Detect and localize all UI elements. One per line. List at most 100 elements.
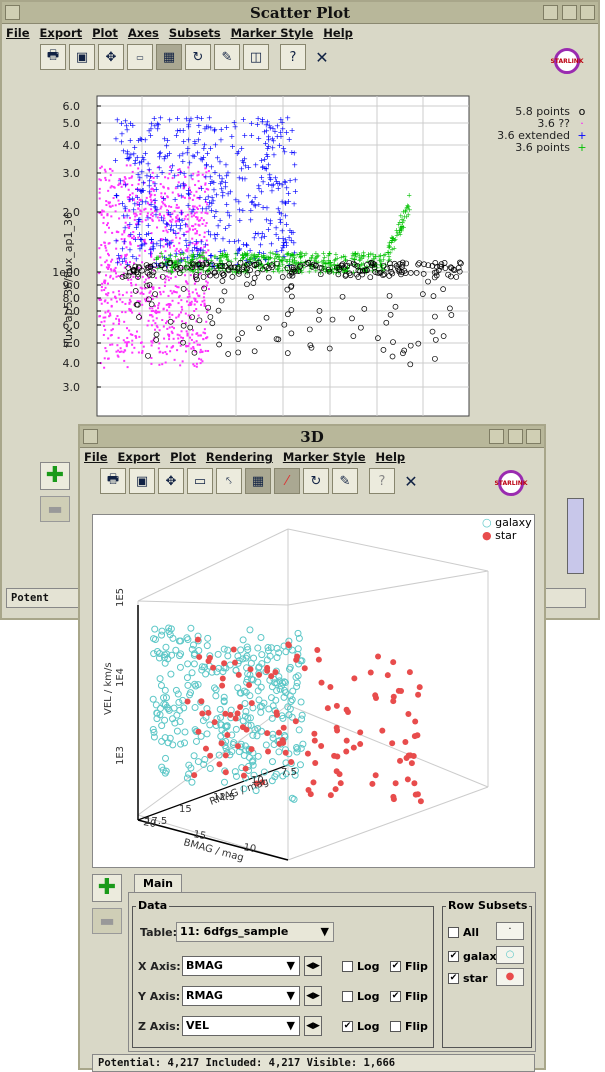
grid-icon[interactable]: ▦: [245, 468, 271, 494]
region-subset-icon[interactable]: ◫: [243, 44, 269, 70]
svg-text:+: +: [405, 211, 411, 219]
scatter-scrollbar[interactable]: [567, 498, 584, 574]
close-window-icon[interactable]: [526, 429, 541, 444]
subset-star-style-button[interactable]: ●: [496, 968, 524, 986]
x-axis-field[interactable]: BMAG ▼: [182, 956, 300, 976]
help-icon[interactable]: ?: [280, 44, 306, 70]
svg-text:+: +: [222, 224, 229, 233]
menu-subsets[interactable]: Subsets: [168, 26, 221, 40]
maximize-icon[interactable]: [508, 429, 523, 444]
menu-plot[interactable]: Plot: [170, 450, 196, 464]
3d-plot-area[interactable]: 1E5 1E4 1E3 VEL / km/s 7.5 10 12.5 15 17.5 RMAG /…: [92, 514, 535, 868]
subset-star-checkbox[interactable]: ✔ star: [448, 972, 488, 985]
minimize-icon[interactable]: [489, 429, 504, 444]
add-layer-button[interactable]: ✚: [92, 874, 122, 902]
z-axis-stepper[interactable]: ◀▶: [304, 1016, 322, 1036]
help-icon[interactable]: ?: [369, 468, 395, 494]
menu-axes[interactable]: Axes: [127, 26, 159, 40]
pan-icon[interactable]: ✥: [158, 468, 184, 494]
subset-galaxy-style-button[interactable]: ○: [496, 946, 524, 964]
title-icon[interactable]: ▭: [187, 468, 213, 494]
chevron-down-icon: ▼: [286, 959, 295, 972]
menu-plot[interactable]: Plot: [92, 26, 118, 40]
svg-text:+: +: [281, 238, 288, 247]
remove-layer-button[interactable]: ▬: [40, 496, 70, 522]
axis-label-icon[interactable]: ⤣: [216, 468, 242, 494]
table-select[interactable]: 11: 6dfgs_sample ▼: [176, 922, 334, 942]
svg-text:+: +: [280, 144, 287, 153]
svg-text:+: +: [187, 260, 193, 268]
close-window-icon[interactable]: [580, 5, 595, 20]
print-icon[interactable]: 🖶: [40, 44, 66, 70]
window-menu-icon[interactable]: [5, 5, 20, 20]
remove-layer-button[interactable]: ▬: [92, 908, 122, 934]
pan-icon[interactable]: ✥: [98, 44, 124, 70]
3d-box-edge: [287, 570, 489, 606]
menu-file[interactable]: File: [84, 450, 108, 464]
maximize-icon[interactable]: [562, 5, 577, 20]
replot-icon[interactable]: ↻: [303, 468, 329, 494]
subset-all-style-button[interactable]: ·: [496, 922, 524, 940]
subset-galaxy-checkbox[interactable]: ✔ galaxy: [448, 950, 504, 963]
svg-text:+: +: [136, 173, 143, 182]
tab-main[interactable]: Main: [134, 874, 182, 892]
subset-all-checkbox[interactable]: All: [448, 926, 479, 939]
close-icon[interactable]: ✕: [404, 471, 418, 491]
svg-text:+: +: [399, 215, 405, 223]
menu-help[interactable]: Help: [375, 450, 406, 464]
svg-text:+: +: [119, 199, 126, 208]
svg-text:+: +: [177, 182, 184, 191]
print-icon[interactable]: 🖶: [100, 468, 126, 494]
fog-icon[interactable]: ⁄: [274, 468, 300, 494]
svg-text:+: +: [199, 156, 206, 165]
svg-text:+: +: [159, 168, 166, 177]
blob-subset-icon[interactable]: ✎: [214, 44, 240, 70]
add-layer-button[interactable]: ✚: [40, 462, 70, 490]
svg-text:+: +: [208, 163, 215, 172]
export-image-icon[interactable]: ▣: [69, 44, 95, 70]
title-icon[interactable]: ▭: [127, 44, 153, 70]
x-log-checkbox[interactable]: Log: [342, 960, 379, 973]
svg-text:+: +: [181, 182, 188, 191]
svg-text:+: +: [173, 252, 179, 260]
svg-text:+: +: [259, 118, 266, 127]
blob-subset-icon[interactable]: ✎: [332, 468, 358, 494]
y-axis-field[interactable]: RMAG ▼: [182, 986, 300, 1006]
window-menu-icon[interactable]: [83, 429, 98, 444]
svg-text:+: +: [135, 215, 142, 224]
minimize-icon[interactable]: [543, 5, 558, 20]
svg-text:+: +: [233, 255, 239, 263]
svg-text:+: +: [359, 255, 365, 263]
x-axis-stepper[interactable]: ◀▶: [304, 956, 322, 976]
close-icon[interactable]: ✕: [315, 47, 329, 67]
menu-export[interactable]: Export: [117, 450, 161, 464]
svg-text:+: +: [283, 241, 290, 250]
menu-marker-style[interactable]: Marker Style: [282, 450, 366, 464]
replot-icon[interactable]: ↻: [185, 44, 211, 70]
scatter-plot-svg[interactable]: ++++++++++++++++++++++++++++++++++++++++…: [2, 80, 598, 420]
menu-export[interactable]: Export: [39, 26, 83, 40]
svg-text:+: +: [148, 124, 155, 133]
svg-text:+: +: [265, 161, 272, 170]
main-panel: [128, 892, 536, 1052]
svg-text:+: +: [156, 164, 163, 173]
x-flip-checkbox[interactable]: ✔ Flip: [390, 960, 428, 973]
menu-file[interactable]: File: [6, 26, 30, 40]
menu-help[interactable]: Help: [323, 26, 353, 40]
z-log-checkbox[interactable]: ✔ Log: [342, 1020, 380, 1033]
menu-rendering[interactable]: Rendering: [205, 450, 273, 464]
y-axis-stepper[interactable]: ◀▶: [304, 986, 322, 1006]
scatter-title-bar[interactable]: Scatter Plot: [2, 2, 598, 24]
menu-marker-style[interactable]: Marker Style: [230, 26, 314, 40]
y-log-checkbox[interactable]: Log: [342, 990, 379, 1003]
export-image-icon[interactable]: ▣: [129, 468, 155, 494]
z-axis-field[interactable]: VEL ▼: [182, 1016, 300, 1036]
z-flip-checkbox[interactable]: Flip: [390, 1020, 428, 1033]
grid-icon[interactable]: ▦: [156, 44, 182, 70]
svg-text:+: +: [163, 255, 169, 263]
svg-text:+: +: [317, 269, 323, 277]
svg-text:+: +: [308, 255, 314, 263]
y-flip-checkbox[interactable]: ✔ Flip: [390, 990, 428, 1003]
3d-title-bar[interactable]: 3D: [80, 426, 544, 448]
